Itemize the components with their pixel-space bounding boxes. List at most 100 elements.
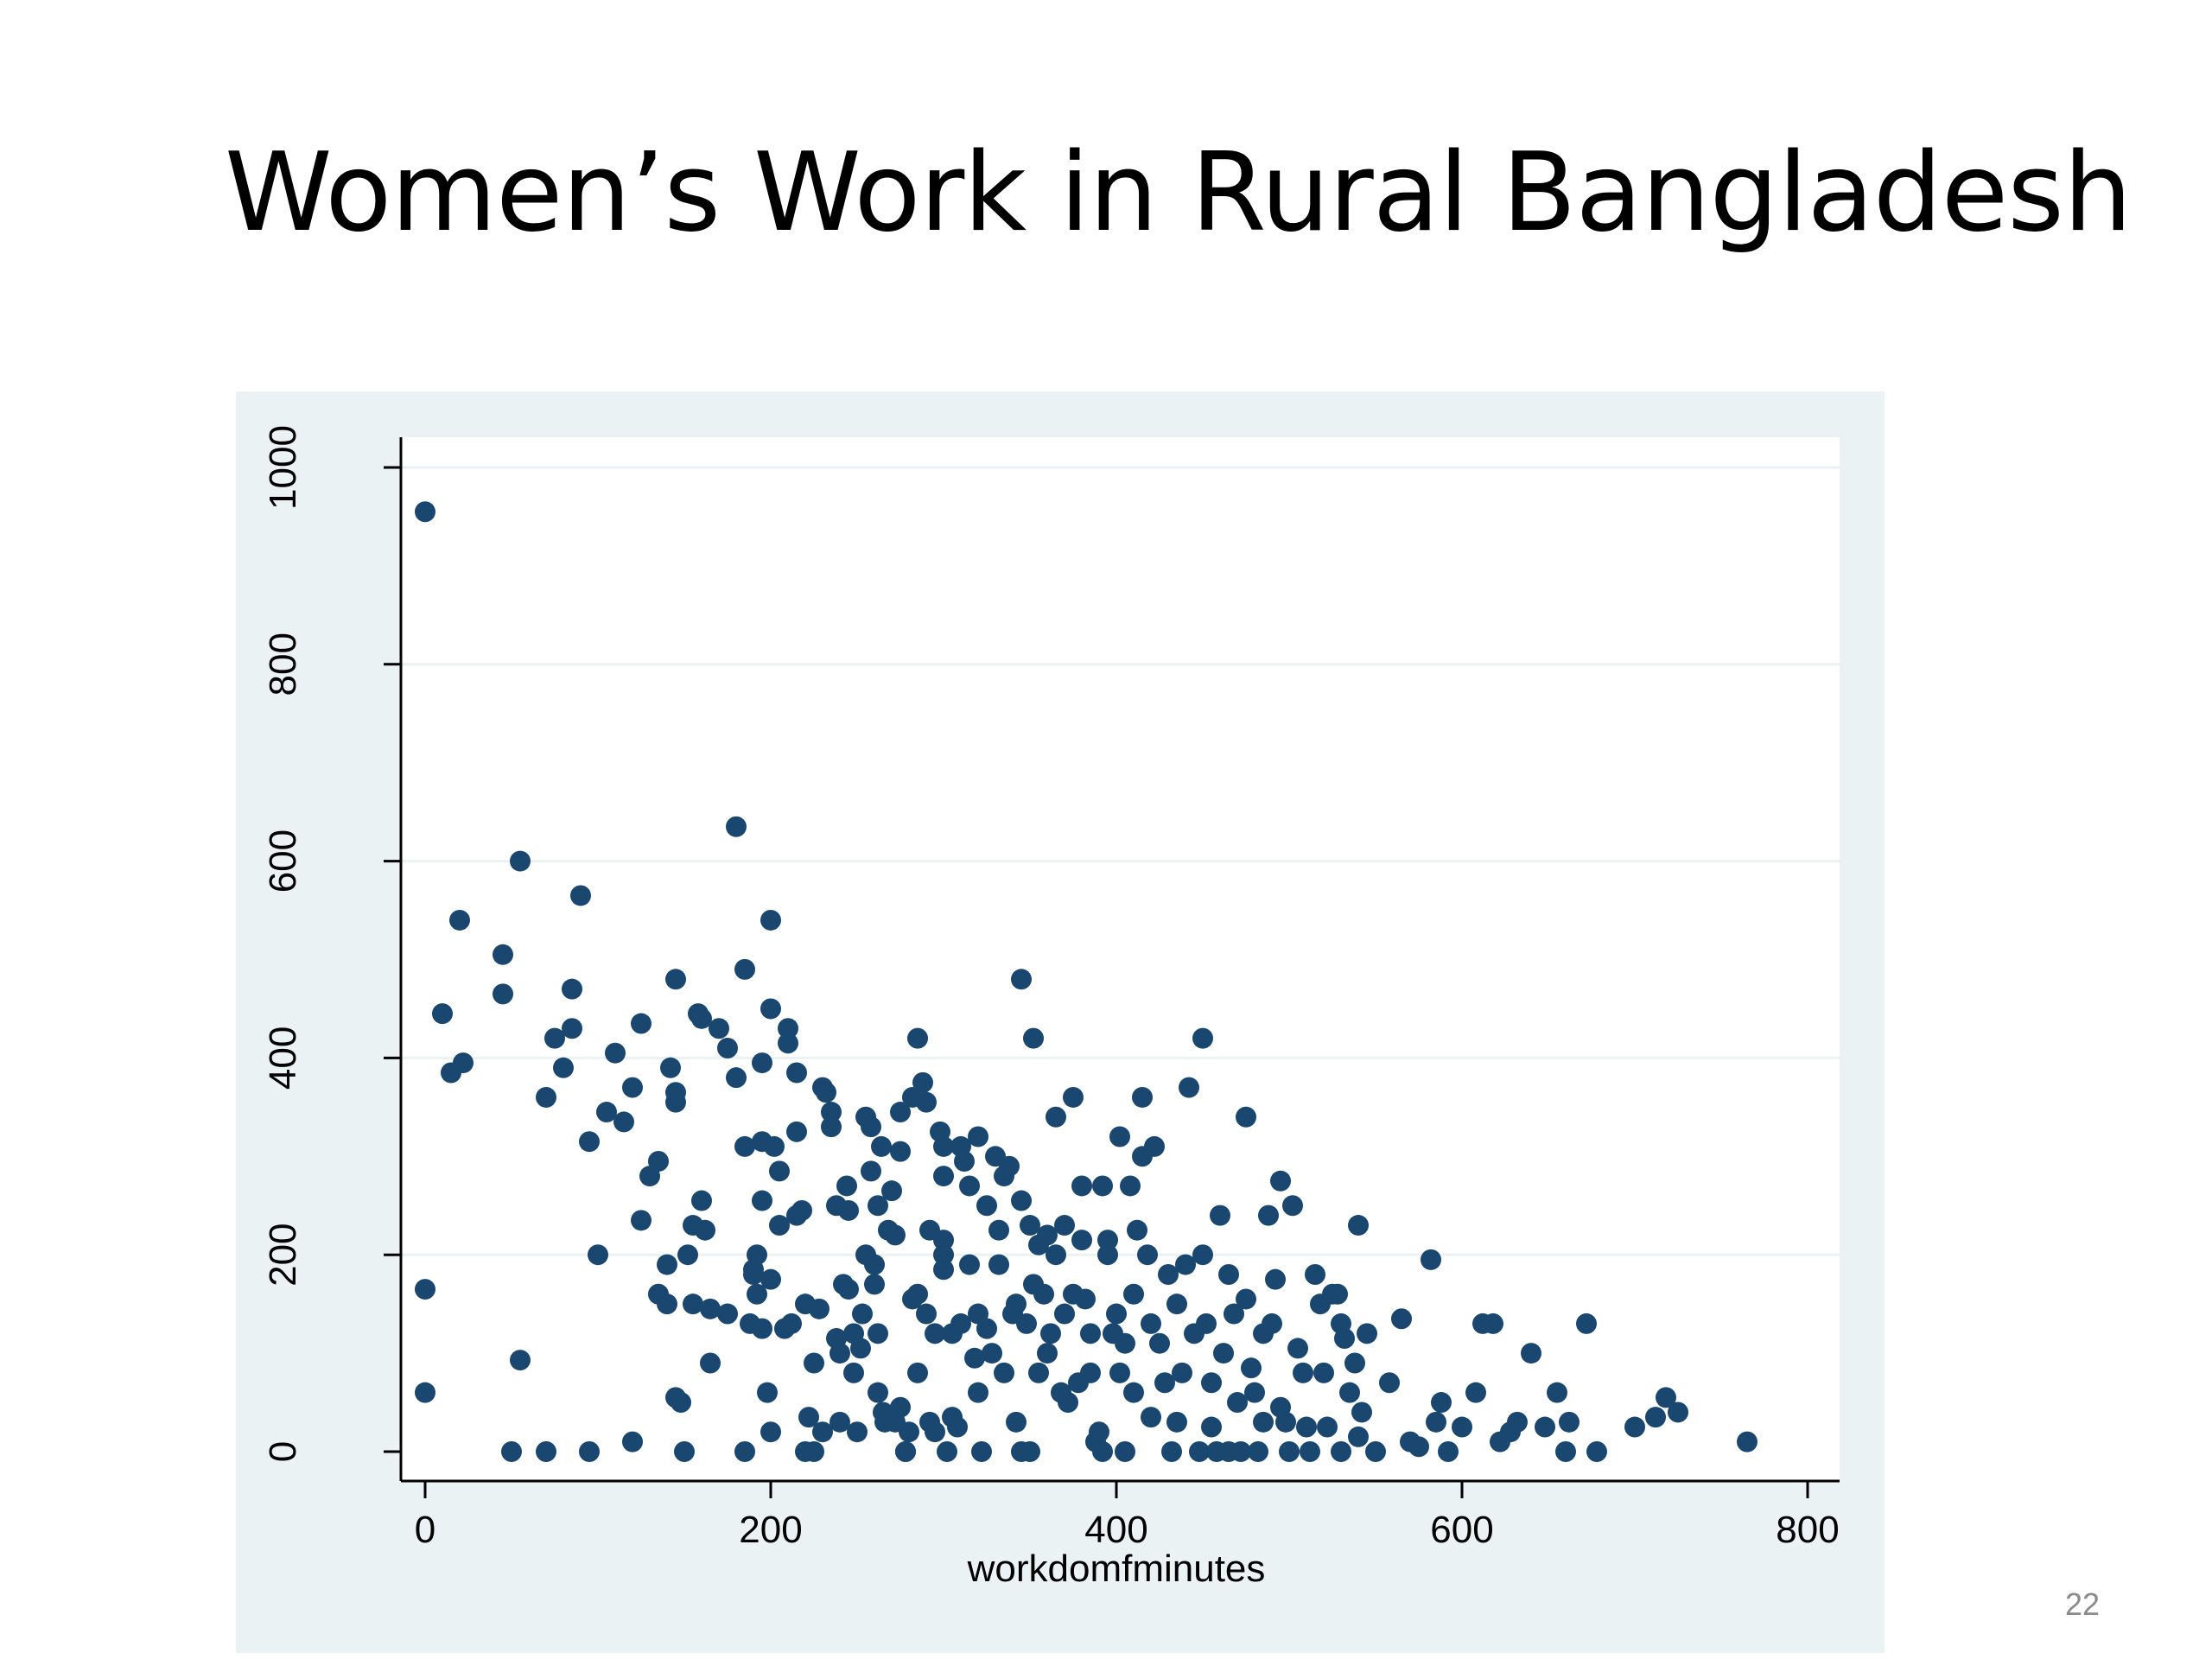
data-point (1258, 1205, 1279, 1226)
data-point (760, 1268, 781, 1290)
gridlines (401, 466, 1840, 1256)
data-point (769, 1160, 790, 1182)
data-point (1011, 1190, 1032, 1211)
data-point (1279, 1441, 1300, 1462)
data-point (1465, 1382, 1486, 1403)
data-point (1535, 1416, 1555, 1438)
data-point (1016, 1313, 1037, 1334)
data-point (1230, 1441, 1251, 1462)
data-point (1576, 1313, 1597, 1334)
data-point (1154, 1372, 1175, 1394)
data-point (752, 1318, 772, 1339)
data-point (1109, 1362, 1130, 1383)
data-point (700, 1352, 721, 1374)
data-point (536, 1086, 556, 1108)
data-point (1137, 1244, 1158, 1266)
data-point (1089, 1421, 1109, 1443)
data-point (964, 1347, 985, 1369)
data-point (1313, 1362, 1334, 1383)
data-point (804, 1441, 824, 1462)
x-tick-label-600: 600 (1430, 1509, 1493, 1551)
data-point (836, 1175, 857, 1197)
data-point (976, 1195, 997, 1217)
data-point (1262, 1313, 1282, 1334)
data-point (968, 1126, 988, 1147)
data-point (1391, 1308, 1412, 1330)
data-point (562, 978, 582, 1000)
data-point (493, 983, 513, 1005)
data-point (683, 1294, 703, 1315)
data-point (579, 1441, 600, 1462)
data-point (579, 1131, 600, 1153)
data-point (1149, 1332, 1170, 1354)
data-point (954, 1150, 975, 1172)
page-number: 22 (2065, 1586, 2101, 1622)
data-point (959, 1254, 980, 1275)
data-point (1331, 1441, 1351, 1462)
data-point (605, 1042, 626, 1064)
data-point (868, 1323, 888, 1344)
data-point (1218, 1263, 1239, 1285)
data-point (747, 1283, 767, 1305)
data-point (665, 969, 686, 990)
data-point (1351, 1402, 1372, 1423)
data-point (1210, 1205, 1230, 1226)
data-point (850, 1338, 871, 1359)
y-tick-label-400: 400 (262, 1027, 304, 1090)
data-point (868, 1195, 888, 1217)
data-point (1080, 1362, 1101, 1383)
data-point (1092, 1175, 1113, 1197)
data-point (1092, 1441, 1113, 1462)
data-point (778, 1018, 798, 1039)
data-point (1006, 1411, 1027, 1433)
data-point (648, 1150, 669, 1172)
data-point (804, 1352, 824, 1374)
data-point (1120, 1175, 1141, 1197)
data-point (691, 1007, 712, 1029)
data-point (1431, 1392, 1452, 1414)
data-point (988, 1254, 1009, 1275)
data-point (657, 1254, 677, 1275)
data-point (1123, 1283, 1144, 1305)
data-point (1201, 1372, 1222, 1394)
axes: 0 200 400 600 800 1000 0 200 400 600 800 (262, 425, 1840, 1551)
data-point (1106, 1303, 1127, 1325)
data-point (1547, 1382, 1567, 1403)
data-point (757, 1382, 778, 1403)
data-point (760, 1421, 781, 1443)
data-point (1127, 1219, 1147, 1241)
data-point (453, 1052, 474, 1074)
data-point (1421, 1249, 1441, 1270)
data-point (1115, 1332, 1135, 1354)
data-point (881, 1180, 902, 1202)
data-point (976, 1318, 997, 1339)
data-point (971, 1441, 992, 1462)
data-point (864, 1254, 885, 1275)
data-point (1275, 1411, 1296, 1433)
data-point (999, 1155, 1020, 1177)
data-point (1305, 1263, 1325, 1285)
data-point (864, 1274, 885, 1295)
data-point (890, 1141, 911, 1162)
data-point (1141, 1313, 1161, 1334)
data-point (1408, 1436, 1429, 1458)
data-point (760, 998, 781, 1020)
data-point (760, 909, 781, 931)
data-point (1123, 1382, 1144, 1403)
data-point (536, 1441, 556, 1462)
data-point (1054, 1215, 1075, 1236)
data-point (1348, 1426, 1369, 1447)
data-point (726, 1067, 747, 1089)
data-point (1179, 1077, 1199, 1098)
data-point (1507, 1411, 1528, 1433)
data-point (1656, 1387, 1676, 1408)
data-point (1227, 1392, 1248, 1414)
data-point (1265, 1268, 1286, 1290)
data-point (786, 1062, 807, 1084)
data-point (1244, 1382, 1265, 1403)
data-point (510, 1350, 531, 1371)
data-point (786, 1121, 807, 1142)
data-point (493, 944, 513, 965)
data-point (899, 1421, 919, 1443)
data-point (665, 1082, 686, 1103)
